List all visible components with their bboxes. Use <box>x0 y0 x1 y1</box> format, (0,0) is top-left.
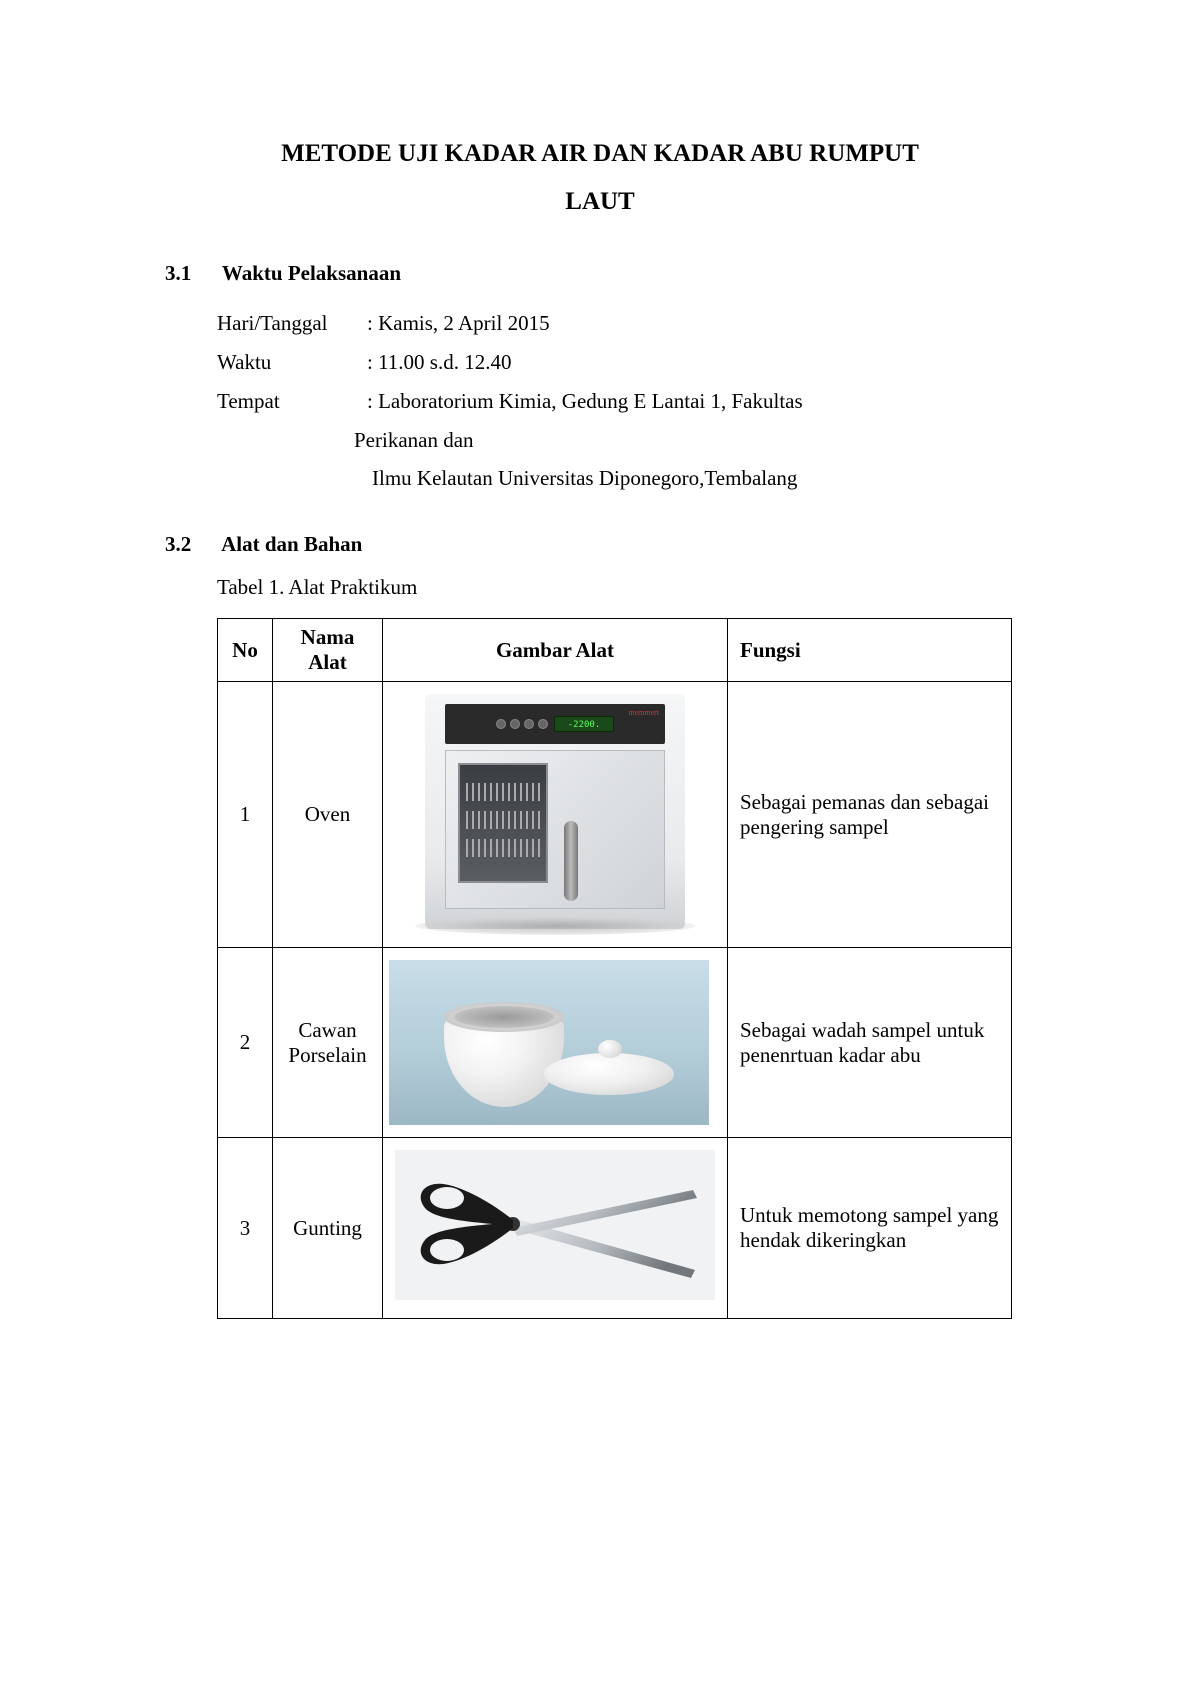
oven-image: -2200. memmert <box>425 694 685 929</box>
cell-no: 1 <box>218 682 273 948</box>
header-fungsi: Fungsi <box>728 619 1012 682</box>
waktu-label: Waktu <box>217 343 367 382</box>
table-row: 3 Gunting <box>218 1138 1012 1319</box>
header-nama: Nama Alat <box>273 619 383 682</box>
cell-no: 3 <box>218 1138 273 1319</box>
section-3-1-heading: 3.1 Waktu Pelaksanaan <box>165 261 1035 286</box>
cell-gambar: -2200. memmert <box>383 682 728 948</box>
pelaksanaan-info: Hari/Tanggal : Kamis, 2 April 2015 Waktu… <box>217 304 1035 498</box>
gunting-image <box>395 1150 715 1300</box>
cell-gambar <box>383 948 728 1138</box>
waktu-value: : 11.00 s.d. 12.40 <box>367 343 1035 382</box>
section-number: 3.1 <box>165 261 217 286</box>
tempat-continuation-1: Perikanan dan <box>354 421 1035 460</box>
section-label: Waktu Pelaksanaan <box>222 261 401 285</box>
tempat-continuation-2: Ilmu Kelautan Universitas Diponegoro,Tem… <box>372 459 1035 498</box>
header-gambar: Gambar Alat <box>383 619 728 682</box>
title-line-1: METODE UJI KADAR AIR DAN KADAR ABU RUMPU… <box>281 140 919 167</box>
cell-gambar <box>383 1138 728 1319</box>
section-3-2-heading: 3.2 Alat dan Bahan <box>165 532 1035 557</box>
cell-nama: Gunting <box>273 1138 383 1319</box>
cell-nama: Cawan Porselain <box>273 948 383 1138</box>
tempat-value: : Laboratorium Kimia, Gedung E Lantai 1,… <box>367 382 1035 421</box>
hari-label: Hari/Tanggal <box>217 304 367 343</box>
cell-fungsi: Sebagai pemanas dan sebagai pengering sa… <box>728 682 1012 948</box>
section-label: Alat dan Bahan <box>221 532 362 556</box>
hari-value: : Kamis, 2 April 2015 <box>367 304 1035 343</box>
table-caption: Tabel 1. Alat Praktikum <box>217 575 1035 600</box>
table-row: 1 Oven -2200. memmert <box>218 682 1012 948</box>
table-header-row: No Nama Alat Gambar Alat Fungsi <box>218 619 1012 682</box>
section-number: 3.2 <box>165 532 217 557</box>
cell-no: 2 <box>218 948 273 1138</box>
cawan-image <box>389 960 709 1125</box>
tempat-label: Tempat <box>217 382 367 421</box>
document-title: METODE UJI KADAR AIR DAN KADAR ABU RUMPU… <box>165 130 1035 225</box>
scissors-icon <box>395 1150 715 1300</box>
table-row: 2 Cawan Porselain Sebagai wadah sampel u… <box>218 948 1012 1138</box>
cell-nama: Oven <box>273 682 383 948</box>
header-no: No <box>218 619 273 682</box>
title-line-2: LAUT <box>565 188 634 215</box>
alat-praktikum-table: No Nama Alat Gambar Alat Fungsi 1 Oven -… <box>217 618 1012 1319</box>
cell-fungsi: Untuk memotong sampel yang hendak dikeri… <box>728 1138 1012 1319</box>
cell-fungsi: Sebagai wadah sampel untuk penenrtuan ka… <box>728 948 1012 1138</box>
